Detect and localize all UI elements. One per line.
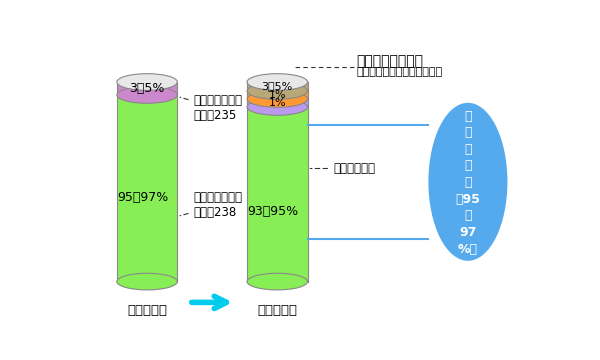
Text: 用: 用 [464, 143, 472, 156]
Text: 能: 能 [464, 176, 472, 189]
Text: 核分裂しやすい
ウラン235: 核分裂しやすい ウラン235 [180, 94, 242, 122]
Text: 3～5%: 3～5% [262, 81, 293, 91]
Ellipse shape [117, 74, 178, 90]
Text: 1%: 1% [268, 90, 286, 100]
Bar [247, 82, 308, 91]
Ellipse shape [247, 83, 308, 99]
Ellipse shape [247, 273, 308, 290]
Text: 核分裂しにくい
ウラン238: 核分裂しにくい ウラン238 [180, 192, 242, 219]
Text: 利: 利 [464, 126, 472, 139]
Ellipse shape [247, 74, 308, 90]
Text: 95～97%: 95～97% [117, 191, 168, 204]
Bar [117, 82, 178, 95]
Text: 《発電前》: 《発電前》 [127, 304, 167, 317]
Text: 1%: 1% [268, 98, 286, 108]
Ellipse shape [117, 87, 178, 103]
Bar [247, 107, 308, 282]
Text: 93～95%: 93～95% [247, 205, 298, 218]
Text: 3～5%: 3～5% [130, 82, 165, 95]
Text: ～: ～ [464, 210, 472, 222]
Text: （95: （95 [455, 193, 481, 206]
Text: %）: %） [458, 243, 478, 256]
Bar [247, 91, 308, 99]
Text: 《発電後》: 《発電後》 [257, 304, 297, 317]
Text: 核分裂生成物など: 核分裂生成物など [356, 54, 424, 68]
Bar [247, 99, 308, 107]
Text: 可: 可 [464, 159, 472, 172]
Ellipse shape [117, 273, 178, 290]
Ellipse shape [428, 103, 508, 261]
Bar [117, 95, 178, 282]
Ellipse shape [247, 99, 308, 115]
Text: （核分裂によりできた物質）: （核分裂によりできた物質） [356, 67, 442, 77]
Text: 再: 再 [464, 109, 472, 123]
Ellipse shape [247, 91, 308, 107]
Text: プルトニウム: プルトニウム [310, 162, 375, 175]
Text: 97: 97 [459, 226, 476, 239]
